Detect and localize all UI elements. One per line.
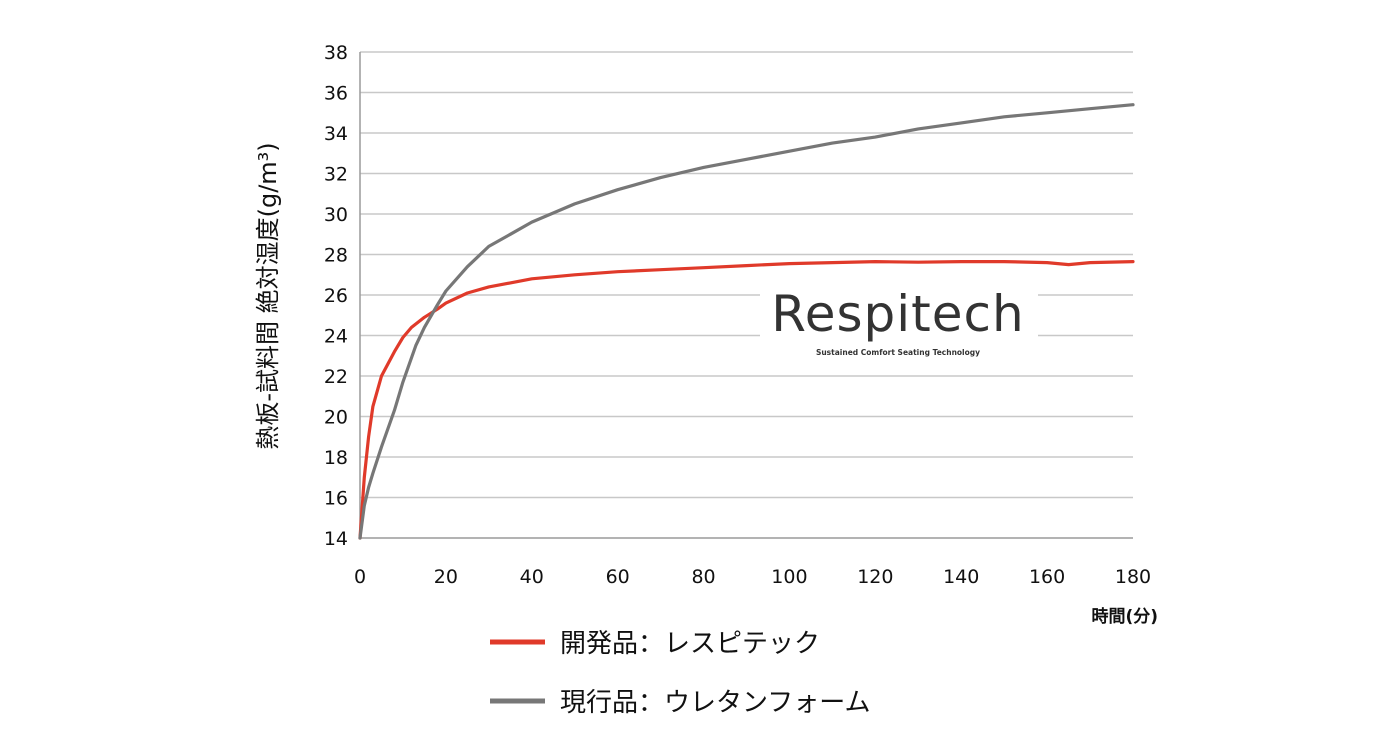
x-tick-label: 80 (691, 566, 715, 588)
y-tick-label: 28 (324, 245, 348, 267)
y-tick-label: 34 (324, 123, 348, 145)
y-tick-label: 24 (324, 326, 348, 348)
y-axis-label: 熱板-試料間 絶対湿度(g/m³) (254, 142, 282, 449)
x-tick-labels: 0 20 40 60 80 100 120 140 160 180 (354, 566, 1151, 588)
series-line-current (358, 103, 1135, 540)
legend-label-current: 現行品：ウレタンフォーム (560, 688, 870, 718)
y-tick-label: 38 (324, 42, 348, 64)
x-axis-label: 時間(分) (1091, 606, 1158, 627)
y-tick-label: 30 (324, 204, 348, 226)
x-tick-label: 20 (434, 566, 458, 588)
y-tick-label: 26 (324, 285, 348, 307)
y-tick-label: 36 (324, 83, 348, 105)
legend: 開発品：レスピテック 現行品：ウレタンフォーム (490, 629, 870, 718)
logo-background (760, 282, 1038, 364)
x-tick-label: 120 (857, 566, 893, 588)
gridlines (360, 51, 1133, 499)
legend-label-developed: 開発品：レスピテック (560, 629, 820, 659)
x-tick-label: 160 (1029, 566, 1065, 588)
x-tick-label: 0 (354, 566, 366, 588)
x-tick-label: 180 (1115, 566, 1151, 588)
y-tick-labels: 14 16 18 20 22 24 26 28 30 32 34 36 38 (324, 42, 348, 550)
logo-wordmark: Respitech (771, 285, 1024, 343)
y-tick-label: 18 (324, 447, 348, 469)
series-lines (358, 103, 1135, 540)
x-tick-label: 40 (520, 566, 544, 588)
x-tick-label: 140 (943, 566, 979, 588)
logo-tagline: Sustained Comfort Seating Technology (816, 348, 980, 357)
y-tick-label: 22 (324, 366, 348, 388)
respitech-logo: Respitech Sustained Comfort Seating Tech… (760, 282, 1038, 364)
x-tick-label: 60 (606, 566, 630, 588)
x-tick-label: 100 (771, 566, 807, 588)
y-tick-label: 16 (324, 488, 348, 510)
y-tick-label: 14 (324, 528, 348, 550)
series-line-developed (358, 260, 1135, 540)
y-tick-label: 20 (324, 407, 348, 429)
axes (359, 52, 1133, 539)
y-tick-label: 32 (324, 164, 348, 186)
